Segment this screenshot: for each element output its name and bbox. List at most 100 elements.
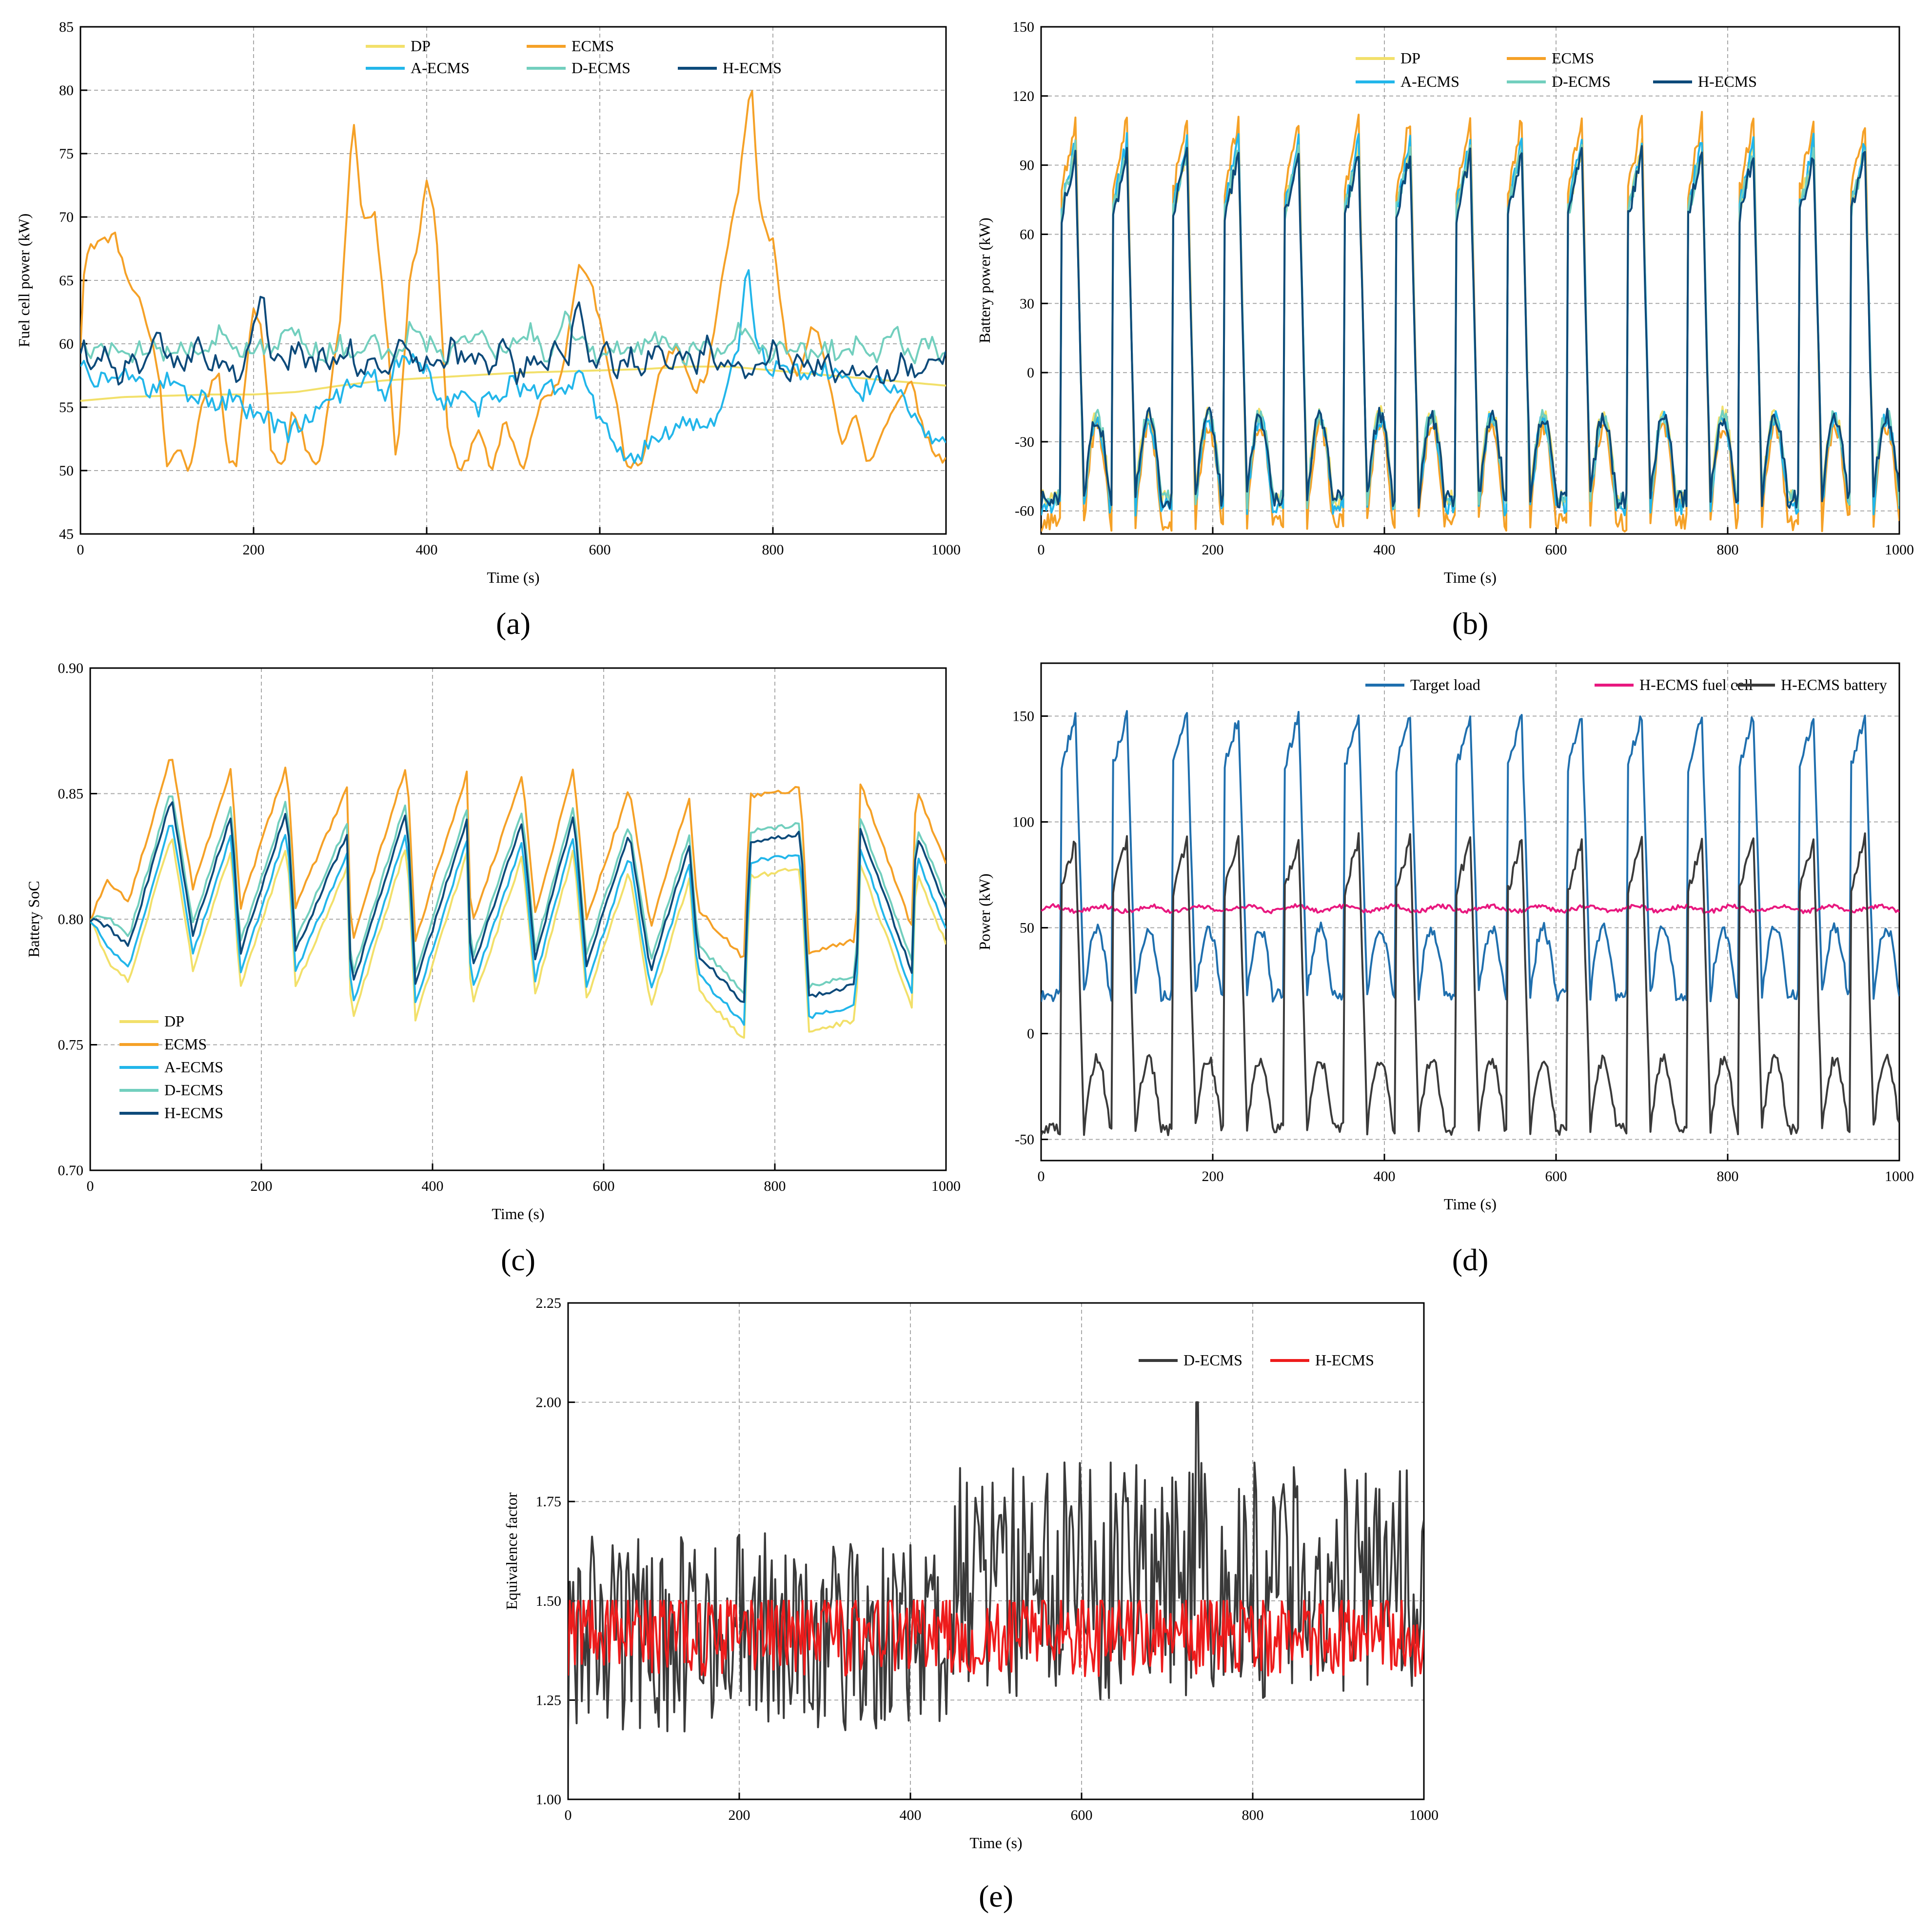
legend-label: H-ECMS fuel cell [1639,676,1753,693]
legend-label: A-ECMS [164,1058,223,1076]
legend-label: A-ECMS [1400,73,1459,90]
x-tick-label: 800 [1242,1807,1264,1823]
legend-item: D-ECMS [527,59,631,77]
series-line-h-ecms [90,801,946,1003]
y-tick-label: 1.25 [536,1692,562,1708]
legend-label: H-ECMS battery [1781,676,1887,693]
x-tick-label: 0 [1038,1168,1045,1184]
plot-area [568,1401,1424,1733]
legend-label: H-ECMS [1698,73,1757,90]
x-tick-label: 600 [1545,1168,1567,1184]
legend-label: H-ECMS [164,1104,223,1122]
x-tick-label: 600 [1545,542,1567,558]
series-line-dp [80,365,946,402]
legend-item: DP [366,37,431,55]
y-tick-label: 1.50 [536,1593,562,1609]
legend-item: Target load [1365,676,1480,693]
x-axis-label: Time (s) [1444,1195,1497,1213]
y-tick-label: 0.70 [58,1163,84,1179]
series-line-d-ecms [80,311,946,366]
legend: D-ECMS H-ECMS [1139,1351,1374,1369]
legend-label: ECMS [572,37,614,55]
y-axis-label: Equivalence factor [503,1492,520,1610]
x-tick-label: 1000 [931,542,961,558]
x-tick-label: 200 [251,1178,273,1194]
x-axis-label: Time (s) [1444,569,1497,586]
y-tick-label: 0.90 [58,660,84,676]
x-tick-label: 200 [1202,1168,1224,1184]
y-axis-label: Fuel cell power (kW) [15,214,33,348]
series-line-d-ecms [568,1401,1424,1733]
legend-item: H-ECMS [678,59,782,77]
legend-label: DP [164,1012,184,1030]
legend-item: H-ECMS [1270,1351,1374,1369]
y-tick-label: 0.85 [58,786,84,802]
legend-item: H-ECMS fuel cell [1595,676,1753,693]
series-line-h-ecms-battery [1041,832,1899,1136]
legend-item: D-ECMS [119,1081,223,1099]
chart-panel-e: 0 200 400 600 800 1000 1.00 1.25 1.50 1.75 2.00 2.2… [503,1295,1439,1913]
y-tick-label: 2.00 [536,1395,562,1411]
y-tick-label: -30 [1015,434,1034,450]
legend-item: ECMS [1507,49,1594,67]
series-line-ecms [80,90,946,472]
legend-item: DP [119,1012,184,1030]
x-tick-label: 400 [900,1807,922,1823]
y-tick-label: 0 [1027,1026,1034,1042]
x-tick-label: 400 [1374,1168,1396,1184]
y-tick-label: 60 [59,336,74,352]
x-tick-label: 600 [1071,1807,1093,1823]
legend-item: D-ECMS [1139,1351,1242,1369]
series-line-a-ecms [80,269,946,464]
legend-label: ECMS [164,1035,207,1053]
x-axis-label: Time (s) [487,569,539,586]
y-tick-label: 150 [1012,709,1034,725]
series-line-target-load [1041,710,1899,1003]
legend: Target load H-ECMS fuel cell H-ECMS batter… [1365,676,1887,693]
x-tick-label: 600 [589,542,611,558]
y-tick-label: 85 [59,19,74,35]
legend-label: ECMS [1552,49,1594,67]
y-tick-label: 65 [59,273,74,289]
y-tick-label: 55 [59,399,74,415]
x-tick-label: 400 [422,1178,444,1194]
chart-panel-d: 0 200 400 600 800 1000 -50 0 50 100 150 Time (s) Pow… [976,662,1914,1277]
y-tick-label: 0 [1027,365,1034,381]
x-tick-label: 800 [1717,1168,1739,1184]
plot-frame [567,1302,1425,1800]
y-tick-label: 120 [1012,88,1034,104]
y-tick-label: 2.25 [536,1295,562,1311]
x-tick-label: 0 [77,542,84,558]
y-tick-label: 45 [59,526,74,542]
y-tick-label: 70 [59,209,74,225]
series-line-h-ecms [80,296,946,386]
plot-frame [1040,26,1900,535]
panel-label: (c) [501,1242,535,1277]
x-tick-label: 400 [416,542,438,558]
x-tick-label: 600 [593,1178,615,1194]
y-tick-label: 60 [1020,226,1034,242]
y-tick-label: 50 [59,463,74,479]
y-tick-label: 150 [1012,19,1034,35]
legend-item: H-ECMS battery [1736,676,1887,693]
legend-label: H-ECMS [723,59,782,77]
legend-label: A-ECMS [411,59,470,77]
panel-label: (d) [1452,1242,1489,1277]
legend-label: D-ECMS [1183,1351,1242,1369]
plot-area [1041,111,1899,532]
y-tick-label: 75 [59,146,74,162]
y-axis-label: Battery power (kW) [976,217,993,343]
y-tick-label: 50 [1020,920,1034,936]
y-tick-label: 1.75 [536,1494,562,1510]
grid [568,1303,1424,1799]
y-tick-label: 100 [1012,814,1034,830]
y-axis-label: Power (kW) [976,873,993,950]
legend-item: A-ECMS [119,1058,223,1076]
plot-area [80,90,946,472]
legend-item: H-ECMS [119,1104,223,1122]
legend-item: DP [1356,49,1420,67]
plot-area [1041,710,1899,1136]
chart-panel-b: 0 200 400 600 800 1000 -60 -30 0 30 60 90 120 150 Time… [976,19,1914,641]
series-line-d-ecms [1041,139,1899,510]
x-tick-label: 0 [87,1178,94,1194]
